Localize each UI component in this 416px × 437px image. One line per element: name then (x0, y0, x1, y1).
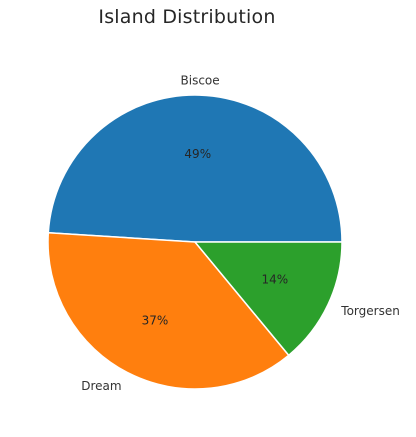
pie-labels: 49% Biscoe 37% Dream 14% Torgersen (81, 73, 400, 393)
category-label-dream: Dream (81, 379, 121, 393)
chart-title: Island Distribution (98, 6, 276, 28)
pie-slices (47, 94, 343, 390)
pct-label-torgersen: 14% (261, 273, 288, 287)
pct-label-dream: 37% (142, 314, 169, 328)
pie-slice-biscoe (47, 94, 343, 243)
category-label-torgersen: Torgersen (340, 304, 400, 318)
category-label-biscoe: Biscoe (181, 73, 220, 87)
pie-slice-torgersen (194, 241, 343, 357)
pct-label-biscoe: 49% (184, 147, 211, 161)
pie-slice-dream (47, 232, 290, 390)
